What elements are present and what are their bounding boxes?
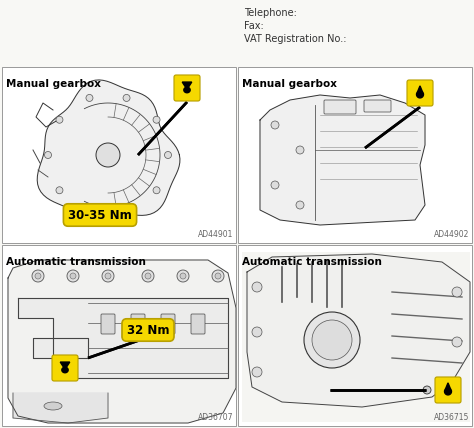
Circle shape <box>153 187 160 194</box>
Text: 32 Nm: 32 Nm <box>127 324 169 336</box>
Circle shape <box>215 273 221 279</box>
Circle shape <box>102 270 114 282</box>
FancyBboxPatch shape <box>407 80 433 106</box>
Circle shape <box>271 121 279 129</box>
Bar <box>2 67 236 243</box>
FancyBboxPatch shape <box>324 100 356 114</box>
Bar <box>238 67 472 243</box>
Polygon shape <box>18 298 228 378</box>
Circle shape <box>252 367 262 377</box>
Circle shape <box>56 187 63 194</box>
Circle shape <box>96 143 120 167</box>
Circle shape <box>56 116 63 123</box>
Polygon shape <box>37 80 180 220</box>
Polygon shape <box>417 91 423 98</box>
Circle shape <box>423 386 431 394</box>
Polygon shape <box>184 87 190 93</box>
Polygon shape <box>446 383 450 389</box>
Circle shape <box>86 95 93 101</box>
FancyBboxPatch shape <box>435 377 461 403</box>
Circle shape <box>123 208 130 216</box>
Text: AD36707: AD36707 <box>198 413 233 422</box>
Text: AD44901: AD44901 <box>198 230 233 239</box>
Circle shape <box>67 270 79 282</box>
Text: Fax:: Fax: <box>244 21 264 31</box>
Circle shape <box>296 146 304 154</box>
Ellipse shape <box>44 402 62 410</box>
Polygon shape <box>62 367 68 373</box>
FancyBboxPatch shape <box>131 314 145 334</box>
Text: Manual gearbox: Manual gearbox <box>242 79 337 89</box>
Text: AD44902: AD44902 <box>434 230 469 239</box>
Circle shape <box>452 287 462 297</box>
Text: Automatic transmission: Automatic transmission <box>6 257 146 267</box>
Circle shape <box>35 273 41 279</box>
Polygon shape <box>417 91 423 98</box>
Circle shape <box>296 201 304 209</box>
Circle shape <box>177 270 189 282</box>
Circle shape <box>32 270 44 282</box>
Circle shape <box>252 327 262 337</box>
Polygon shape <box>60 362 70 367</box>
Circle shape <box>304 312 360 368</box>
Polygon shape <box>8 260 236 423</box>
Circle shape <box>164 152 172 158</box>
Circle shape <box>252 282 262 292</box>
FancyBboxPatch shape <box>174 75 200 101</box>
Polygon shape <box>183 83 191 86</box>
FancyBboxPatch shape <box>408 80 432 105</box>
FancyBboxPatch shape <box>174 75 200 101</box>
FancyBboxPatch shape <box>191 314 205 334</box>
FancyBboxPatch shape <box>101 314 115 334</box>
Text: AD36715: AD36715 <box>434 413 469 422</box>
Circle shape <box>123 95 130 101</box>
Polygon shape <box>445 388 451 395</box>
FancyBboxPatch shape <box>436 377 461 402</box>
Polygon shape <box>13 393 108 423</box>
Bar <box>2 245 236 426</box>
Polygon shape <box>446 383 450 389</box>
Circle shape <box>142 270 154 282</box>
Circle shape <box>212 270 224 282</box>
Text: Manual gearbox: Manual gearbox <box>6 79 101 89</box>
Text: 30-35 Nm: 30-35 Nm <box>68 208 132 222</box>
Circle shape <box>312 320 352 360</box>
Circle shape <box>153 116 160 123</box>
Circle shape <box>452 337 462 347</box>
Text: 32 Nm: 32 Nm <box>127 324 169 336</box>
Polygon shape <box>61 363 69 367</box>
Circle shape <box>180 273 186 279</box>
FancyBboxPatch shape <box>53 356 78 380</box>
FancyBboxPatch shape <box>161 314 175 334</box>
Text: 30-35 Nm: 30-35 Nm <box>68 208 132 222</box>
Circle shape <box>145 273 151 279</box>
Circle shape <box>70 273 76 279</box>
FancyBboxPatch shape <box>52 355 78 381</box>
Polygon shape <box>418 86 422 92</box>
Circle shape <box>271 181 279 189</box>
Polygon shape <box>445 388 451 394</box>
Polygon shape <box>247 254 470 407</box>
Text: Telephone:: Telephone: <box>244 8 297 18</box>
Bar <box>238 245 472 426</box>
Circle shape <box>45 152 52 158</box>
Circle shape <box>105 273 111 279</box>
Polygon shape <box>62 367 68 373</box>
Text: Automatic transmission: Automatic transmission <box>242 257 382 267</box>
Polygon shape <box>260 95 425 225</box>
Polygon shape <box>418 86 422 92</box>
Text: VAT Registration No.:: VAT Registration No.: <box>244 34 346 44</box>
Circle shape <box>86 208 93 216</box>
Bar <box>242 252 470 422</box>
Polygon shape <box>182 82 192 87</box>
Polygon shape <box>184 87 190 92</box>
FancyBboxPatch shape <box>364 100 391 112</box>
